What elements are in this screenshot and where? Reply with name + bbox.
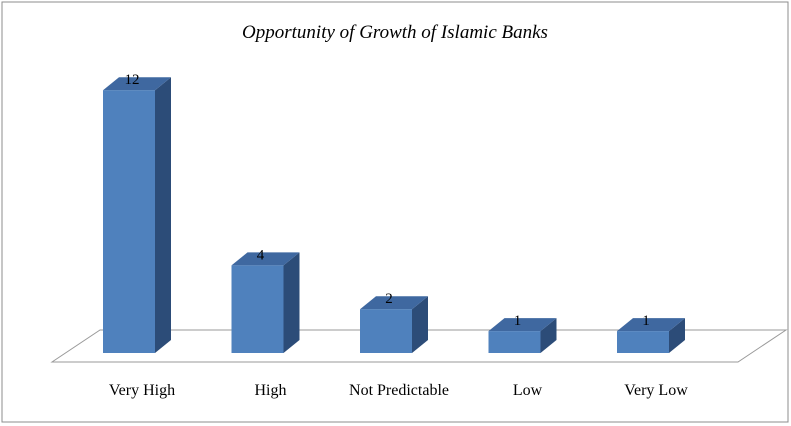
bar-side-2: [412, 296, 428, 353]
labels-layer: 12 Very High 4 High 2 Not Predictable 1 Low 1 Ver…: [109, 72, 688, 399]
chart-title: Opportunity of Growth of Islamic Banks: [242, 22, 548, 43]
bar-1: [231, 265, 284, 353]
data-label-0: 12: [125, 72, 140, 88]
bar-top-2: [360, 296, 428, 310]
data-label-1: 4: [257, 247, 265, 263]
category-label-0: Very High: [109, 382, 175, 399]
bar-2: [360, 309, 412, 353]
bar-0: [103, 90, 155, 353]
category-label-3: Low: [513, 382, 543, 399]
bar-4: [617, 331, 669, 353]
category-label-1: High: [255, 382, 287, 399]
bar-side-1: [283, 252, 300, 353]
data-label-3: 1: [514, 313, 522, 329]
bar-side-4: [669, 318, 685, 353]
category-label-4: Very Low: [624, 382, 688, 399]
bar-top-3: [488, 318, 557, 332]
bars-layer: [103, 77, 685, 353]
bar-3: [488, 331, 541, 353]
data-label-4: 1: [642, 313, 650, 329]
bar-top-0: [103, 77, 171, 91]
bar-side-0: [155, 77, 171, 353]
category-label-2: Not Predictable: [349, 382, 449, 399]
bar-top-4: [617, 318, 685, 332]
bar-top-1: [231, 252, 300, 266]
data-label-2: 2: [385, 291, 393, 307]
bar-side-3: [540, 318, 557, 353]
